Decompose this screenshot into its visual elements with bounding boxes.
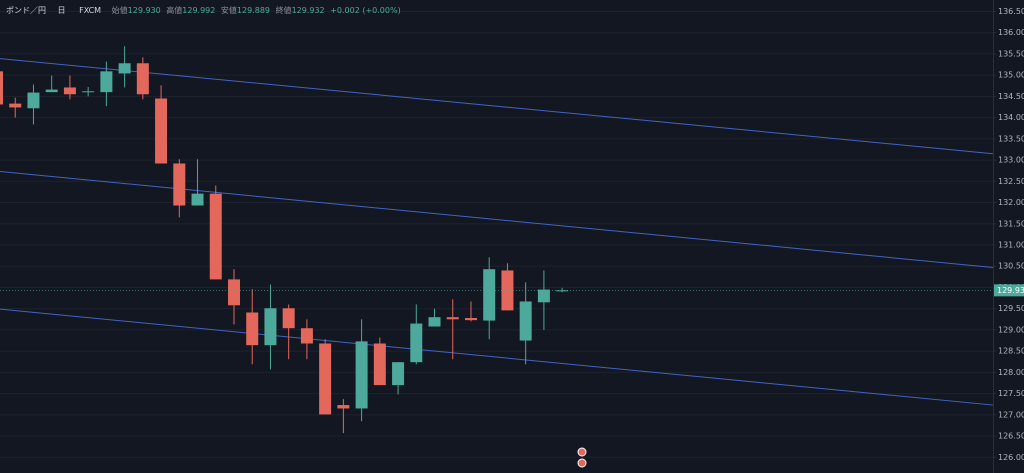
candle-body [300,328,313,344]
symbol: ポンド／円 [6,6,46,15]
y-tick-label: 127.000 [998,410,1024,419]
y-tick-label: 133.500 [998,134,1024,143]
y-tick-label: 133.000 [998,156,1024,165]
candle-body [464,318,477,321]
candle-body [410,323,423,363]
candle-body [264,308,277,346]
y-tick-label: 126.500 [998,432,1024,441]
candle-body [556,290,569,292]
candle-body [82,91,95,93]
y-tick-label: 132.000 [998,198,1024,207]
last-price-tag [994,284,1024,297]
source[interactable]: FXCM [79,6,102,15]
candle-body [319,343,332,415]
candle-body [118,63,131,74]
ohlc-value: 129.930 [127,6,161,15]
event-markers [577,447,587,468]
y-tick-label: 128.500 [998,347,1024,356]
candle-body [373,343,386,386]
candle-body [0,71,3,105]
y-tick-label: 132.500 [998,177,1024,186]
candle-body [337,405,350,409]
trendline [0,171,994,268]
y-tick-label: 129.500 [998,304,1024,313]
interval: 日 [57,6,66,15]
y-tick-label: 126.000 [998,453,1024,462]
grid [0,10,993,458]
ohlc-value: 129.932 [291,6,325,15]
candle-body [392,362,405,386]
ohlc-name: 始値 [111,6,128,15]
candle-body [537,289,550,303]
candle-body [100,71,113,93]
change: +0.002 (+0.00%) [330,6,401,15]
candle-body [519,301,532,341]
ohlc-name: 高値 [166,6,183,15]
last-price-label: 129.932 [997,286,1024,295]
ohlc-value: 129.889 [236,6,271,15]
y-tick-label: 136.500 [998,7,1024,16]
candle-body [27,92,40,109]
y-tick-label: 135.000 [998,71,1024,80]
candle-body [209,193,222,280]
candle-body [136,63,149,95]
y-tick-label: 136.000 [998,28,1024,37]
candle-body [446,317,459,320]
candle-body [355,341,368,409]
trendline [0,58,994,155]
y-tick-label: 130.500 [998,262,1024,271]
candle-body [191,193,204,206]
ohlc-name: 終値 [275,6,292,15]
ohlc-value: 129.992 [182,6,216,15]
candle-body [282,308,295,329]
y-tick-label: 134.000 [998,113,1024,122]
candle-body [173,163,186,206]
y-tick-label: 128.000 [998,368,1024,377]
candle-body [63,87,76,95]
y-tick-label: 127.500 [998,389,1024,398]
y-tick-label: 134.500 [998,92,1024,101]
candle-body [246,312,259,346]
y-tick-label: 131.500 [998,219,1024,228]
y-tick-label: 131.000 [998,240,1024,249]
legend: ポンド／円 日 FXCM 始値129.930 高値129.992 安値129.8… [6,5,404,16]
candle-body [9,103,22,108]
candle-body [227,279,240,306]
y-tick-label: 129.000 [998,325,1024,334]
candle-body [155,98,168,164]
trendline [0,308,994,406]
y-tick-label: 135.500 [998,49,1024,58]
ohlc-name: 安値 [220,6,237,15]
candle-body [483,269,496,321]
candle-body [428,317,441,327]
candle-body [45,89,58,93]
